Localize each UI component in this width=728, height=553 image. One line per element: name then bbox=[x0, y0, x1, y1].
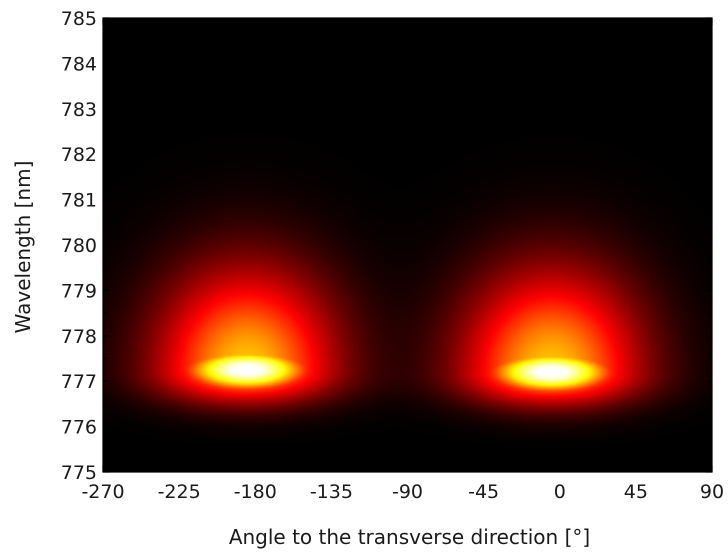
x-tick-label: 45 bbox=[624, 481, 648, 503]
x-tick-label: 0 bbox=[554, 481, 566, 503]
y-tick-label: 781 bbox=[61, 190, 97, 212]
axes: -270 -225 -180 -135 -90 -45 0 45 90 775 776 777 778 7… bbox=[61, 8, 724, 503]
heatmap-image bbox=[103, 18, 712, 472]
plot-area bbox=[103, 18, 712, 472]
y-tick-label: 784 bbox=[61, 53, 97, 75]
x-tick-label: -270 bbox=[81, 481, 124, 503]
y-tick-label: 785 bbox=[61, 8, 97, 30]
x-tick-label: -225 bbox=[158, 481, 201, 503]
y-tick-label: 778 bbox=[61, 326, 97, 348]
y-tick-label: 780 bbox=[61, 235, 97, 257]
x-tick-label: -90 bbox=[392, 481, 423, 503]
x-tick-label: -45 bbox=[468, 481, 499, 503]
y-tick-label: 782 bbox=[61, 144, 97, 166]
x-tick-label: -180 bbox=[234, 481, 277, 503]
y-tick-label: 779 bbox=[61, 280, 97, 302]
y-tick-label: 777 bbox=[61, 371, 97, 393]
y-tick-label: 776 bbox=[61, 417, 97, 439]
x-axis-label: Angle to the transverse direction [°] bbox=[229, 525, 590, 549]
y-axis-label: Wavelength [nm] bbox=[11, 161, 35, 334]
x-tick-label: 90 bbox=[700, 481, 724, 503]
y-tick-label: 783 bbox=[61, 99, 97, 121]
y-tick-label: 775 bbox=[61, 462, 97, 484]
x-tick-label: -135 bbox=[310, 481, 353, 503]
